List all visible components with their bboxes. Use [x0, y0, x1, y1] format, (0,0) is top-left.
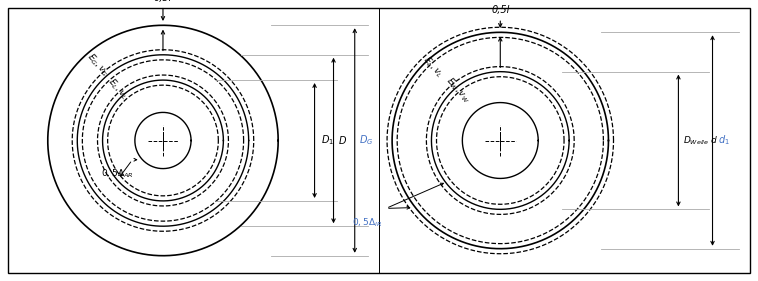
- Text: 0,5l: 0,5l: [491, 5, 509, 15]
- Text: $E_L, v_L$: $E_L, v_L$: [105, 76, 131, 102]
- Text: 0,5l: 0,5l: [154, 0, 172, 3]
- Text: $0,5\Delta_{IR}$: $0,5\Delta_{IR}$: [352, 216, 382, 229]
- Text: $D_1$: $D_1$: [321, 133, 334, 148]
- Text: $D_G$: $D_G$: [359, 133, 374, 148]
- Text: $E_L, v_L$: $E_L, v_L$: [421, 54, 446, 80]
- Text: $E_G, v_G$: $E_G, v_G$: [84, 51, 112, 80]
- Text: $d_1$: $d_1$: [718, 133, 730, 148]
- Text: $D$: $D$: [338, 135, 347, 146]
- Text: $D_{Welle}$ $d$: $D_{Welle}$ $d$: [683, 134, 719, 147]
- Text: $E_W, v_W$: $E_W, v_W$: [443, 75, 472, 106]
- Text: $0,5\Delta_{AR}$: $0,5\Delta_{AR}$: [101, 167, 133, 180]
